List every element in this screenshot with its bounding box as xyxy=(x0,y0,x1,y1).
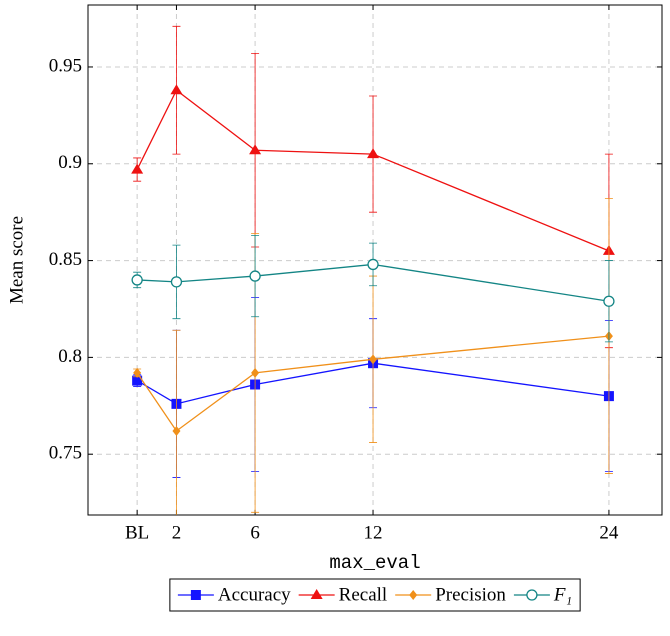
legend-label: F₁ xyxy=(553,584,572,605)
marker xyxy=(603,295,615,307)
legend-label: Accuracy xyxy=(218,584,291,605)
x-tick-label: 12 xyxy=(364,522,383,543)
marker xyxy=(190,590,201,600)
x-axis-label: max_eval xyxy=(329,552,420,574)
marker xyxy=(170,276,183,288)
marker xyxy=(131,274,143,286)
marker xyxy=(132,375,143,386)
legend-label: Recall xyxy=(339,584,388,605)
marker xyxy=(409,590,418,600)
y-tick-label: 0.95 xyxy=(49,55,82,76)
x-tick-label: 6 xyxy=(250,522,260,543)
y-axis-label: Mean score xyxy=(6,216,27,304)
x-tick-label: 2 xyxy=(172,522,182,543)
x-tick-label: 24 xyxy=(599,522,619,543)
y-tick-label: 0.9 xyxy=(58,152,82,173)
marker xyxy=(249,270,261,282)
marker xyxy=(131,163,144,174)
y-tick-label: 0.8 xyxy=(58,346,82,367)
marker xyxy=(367,258,379,271)
marker xyxy=(170,84,183,95)
marker xyxy=(526,589,538,601)
marker xyxy=(251,367,260,378)
marker xyxy=(369,354,378,365)
plot-frame xyxy=(87,4,663,516)
marker xyxy=(172,425,181,436)
y-tick-label: 0.75 xyxy=(49,443,82,464)
marker xyxy=(249,144,262,155)
plot-area xyxy=(131,25,615,515)
marker xyxy=(133,367,142,378)
legend-box xyxy=(169,578,581,612)
marker xyxy=(367,148,380,159)
legend: Accuracy Recall Precision F₁ xyxy=(169,578,581,612)
x-tick-label: BL xyxy=(125,522,149,543)
y-tick-label: 0.85 xyxy=(49,249,82,270)
legend-label: Precision xyxy=(435,584,506,605)
marker xyxy=(310,589,323,599)
